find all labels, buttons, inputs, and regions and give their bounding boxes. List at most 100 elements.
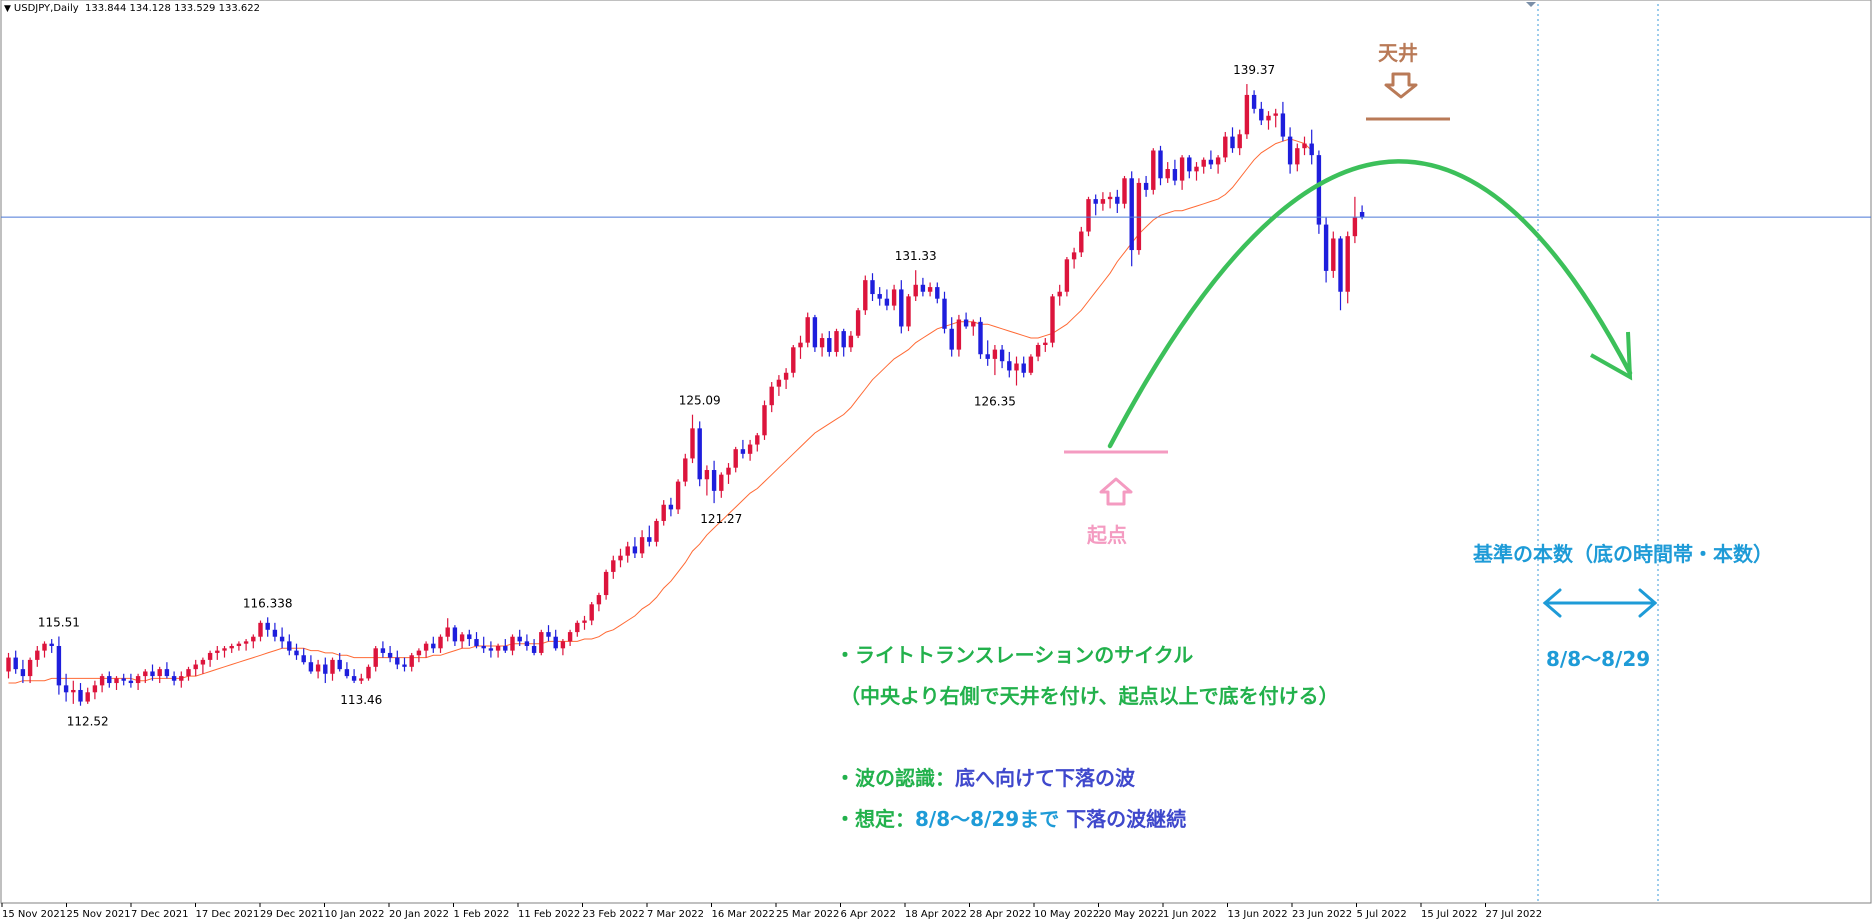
- candle-body: [337, 659, 342, 670]
- candle-body: [107, 676, 112, 684]
- candle: [956, 314, 962, 357]
- candle-body: [675, 481, 681, 510]
- candle-body: [474, 639, 479, 646]
- price-label: 115.51: [38, 615, 80, 629]
- candle-body: [1359, 211, 1365, 218]
- candle-body: [647, 537, 652, 542]
- price-label: 131.33: [895, 249, 937, 263]
- candle: [222, 645, 227, 658]
- candle: [42, 641, 47, 658]
- candle: [1179, 155, 1185, 190]
- candle: [1172, 159, 1178, 186]
- candle-body: [1172, 169, 1178, 181]
- candle-body: [1064, 259, 1070, 292]
- candle-body: [294, 650, 299, 656]
- candle: [661, 500, 666, 526]
- candle: [632, 537, 638, 559]
- candle-body: [488, 648, 494, 651]
- candle: [625, 541, 630, 563]
- candle: [1158, 145, 1163, 186]
- candle-body: [308, 662, 314, 672]
- range-label: 8/8〜8/29: [1546, 647, 1651, 671]
- price-label: 125.09: [679, 394, 721, 408]
- candle: [186, 666, 191, 681]
- candle: [906, 294, 911, 332]
- candle-body: [409, 655, 414, 667]
- candle-body: [1021, 363, 1026, 373]
- candle-body: [747, 444, 753, 454]
- candle-body: [387, 652, 393, 658]
- candle-body: [1122, 178, 1127, 204]
- candle: [733, 446, 738, 473]
- candle: [942, 291, 947, 334]
- candle: [395, 650, 400, 670]
- x-tick-label: 6 Apr 2022: [841, 909, 896, 920]
- candle-body: [287, 641, 292, 651]
- candle-body: [1079, 231, 1084, 253]
- candle: [1151, 148, 1156, 195]
- candle: [452, 625, 458, 646]
- candle: [1244, 84, 1250, 139]
- candle-body: [690, 428, 695, 459]
- chevron-down-icon[interactable]: ▼: [4, 4, 11, 14]
- candle-body: [171, 676, 177, 681]
- candle-body: [1014, 363, 1019, 371]
- candles: [6, 84, 1365, 706]
- candle-body: [1086, 199, 1091, 232]
- candle-body: [611, 560, 616, 572]
- candle: [863, 275, 868, 315]
- x-tick-label: 17 Dec 2021: [196, 909, 260, 920]
- candle-body: [92, 685, 98, 693]
- candle-body: [1230, 136, 1235, 149]
- x-tick-label: 5 Jul 2022: [1357, 909, 1407, 920]
- candle-body: [949, 328, 954, 350]
- candle: [330, 657, 335, 681]
- overlays: [1, 2, 1871, 903]
- range-arrow-left-head: [1542, 588, 1562, 618]
- candle: [1295, 143, 1300, 172]
- candle: [1237, 129, 1242, 156]
- candle-body: [899, 289, 904, 327]
- candle-body: [1050, 296, 1055, 343]
- candle: [539, 629, 544, 656]
- candle-body: [330, 659, 335, 674]
- candle: [1043, 338, 1048, 352]
- candle: [899, 280, 904, 334]
- x-tick-label: 1 Feb 2022: [454, 909, 510, 920]
- candle-body: [992, 349, 998, 359]
- candle: [1143, 175, 1149, 197]
- candle-body: [783, 372, 789, 380]
- candle-body: [251, 636, 256, 642]
- candle-body: [1158, 150, 1163, 179]
- candle: [1028, 354, 1034, 376]
- candle-body: [279, 636, 285, 642]
- candle: [78, 683, 83, 706]
- candle-body: [819, 338, 825, 348]
- candle-body: [560, 641, 566, 649]
- candle-body: [179, 676, 184, 681]
- candle-body: [452, 627, 458, 642]
- candle: [107, 671, 112, 688]
- candle-body: [1028, 356, 1034, 373]
- x-tick-label: 27 Jul 2022: [1486, 909, 1543, 920]
- candle-body: [510, 636, 515, 651]
- candle: [1071, 247, 1077, 269]
- candle-body: [402, 664, 407, 667]
- x-tick-label: 11 Feb 2022: [518, 909, 580, 920]
- x-tick-label: 1 Jun 2022: [1163, 909, 1217, 920]
- price-label: 113.46: [340, 693, 382, 707]
- candle-body: [1143, 182, 1149, 190]
- candle-body: [42, 643, 47, 651]
- candle-body: [49, 643, 54, 646]
- x-tick-label: 10 May 2022: [1034, 909, 1099, 920]
- candle-body: [236, 643, 242, 646]
- candle-body: [589, 604, 594, 621]
- candle-body: [1316, 155, 1322, 225]
- kijun-label: 基準の本数（底の時間帯・本数）: [1473, 542, 1773, 566]
- candle-body: [517, 636, 522, 642]
- candle-body: [625, 546, 630, 556]
- candle-body: [1345, 236, 1350, 292]
- candle: [315, 659, 321, 679]
- candle-body: [661, 504, 666, 521]
